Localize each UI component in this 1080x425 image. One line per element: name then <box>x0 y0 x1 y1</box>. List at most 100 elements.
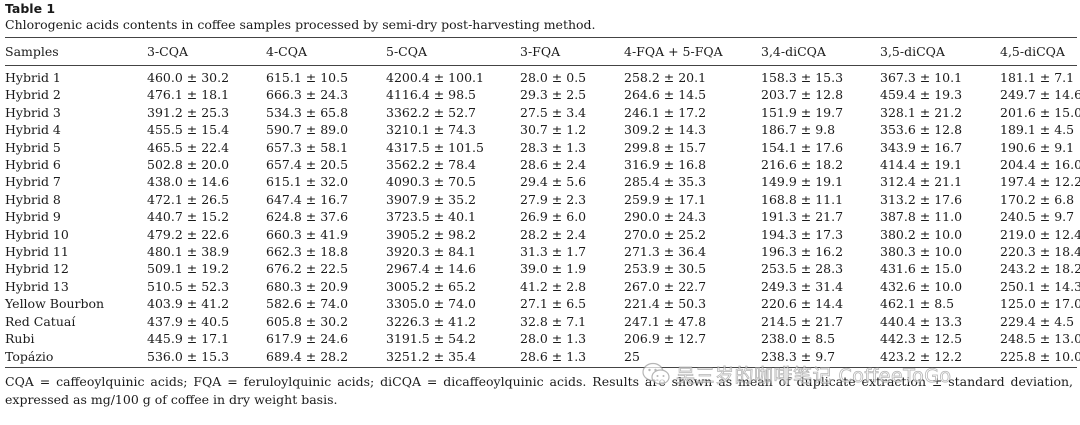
sample-name-cell: Red Catuaí <box>5 313 76 329</box>
value-cell: 28.3 ± 1.3 <box>520 139 587 155</box>
value-cell: 39.0 ± 1.9 <box>520 261 587 277</box>
value-cell: 438.0 ± 14.6 <box>147 174 230 190</box>
value-cell: 3905.2 ± 98.2 <box>386 226 476 242</box>
table-figure: Table 1 Chlorogenic acids contents in co… <box>5 0 1080 409</box>
table-row: Hybrid 12 509.1 ± 19.2 676.2 ± 22.5 2967.4 … <box>5 260 1080 277</box>
value-cell: 460.0 ± 30.2 <box>147 70 230 85</box>
value-cell: 285.4 ± 35.3 <box>624 174 707 190</box>
value-cell: 380.3 ± 10.0 <box>880 244 963 260</box>
value-cell: 312.4 ± 21.1 <box>880 174 963 190</box>
data-table: Samples 3-CQA 4-CQA 5-CQA 3-FQA 4-FQA + … <box>5 38 1080 367</box>
value-cell: 3305.0 ± 74.0 <box>386 296 476 312</box>
value-cell: 662.3 ± 18.8 <box>266 244 349 260</box>
table-row: Hybrid 2 476.1 ± 18.1 666.3 ± 24.3 4116.4 ±… <box>5 86 1080 103</box>
value-cell: 216.6 ± 18.2 <box>761 157 844 173</box>
value-cell: 201.6 ± 15.0 <box>1000 104 1080 120</box>
value-cell: 191.3 ± 21.7 <box>761 209 844 225</box>
table-footnote: CQA = caffeoylquinic acids; FQA = ferulo… <box>5 373 1073 407</box>
header-cell: 3,5-diCQA <box>880 44 945 59</box>
value-cell: 657.3 ± 58.1 <box>266 139 349 155</box>
sample-name-cell: Rubi <box>5 331 35 347</box>
table-row: Rubi 445.9 ± 17.1 617.9 ± 24.6 3191.5 ± 54.… <box>5 330 1080 347</box>
value-cell: 689.4 ± 28.2 <box>266 348 349 364</box>
value-cell: 476.1 ± 18.1 <box>147 87 230 103</box>
value-cell: 220.6 ± 14.4 <box>761 296 844 312</box>
value-cell: 196.3 ± 16.2 <box>761 244 844 260</box>
value-cell: 316.9 ± 16.8 <box>624 157 707 173</box>
value-cell: 403.9 ± 41.2 <box>147 296 230 312</box>
table-header: Samples 3-CQA 4-CQA 5-CQA 3-FQA 4-FQA + … <box>5 38 1077 66</box>
value-cell: 250.1 ± 14.3 <box>1000 278 1080 294</box>
table-row: Hybrid 9 440.7 ± 15.2 624.8 ± 37.6 3723.5 ±… <box>5 208 1077 225</box>
value-cell: 26.9 ± 6.0 <box>520 209 587 225</box>
value-cell: 249.3 ± 31.4 <box>761 278 844 294</box>
value-cell: 168.8 ± 11.1 <box>761 191 844 207</box>
value-cell: 149.9 ± 19.1 <box>761 174 844 190</box>
sample-name-cell: Hybrid 1 <box>5 70 61 85</box>
table-row: Hybrid 7 438.0 ± 14.6 615.1 ± 32.0 4090.3 ±… <box>5 173 1080 190</box>
value-cell: 353.6 ± 12.8 <box>880 122 963 138</box>
value-cell: 181.1 ± 7.1 <box>1000 70 1075 85</box>
value-cell: 270.0 ± 25.2 <box>624 226 707 242</box>
value-cell: 534.3 ± 65.8 <box>266 104 349 120</box>
value-cell: 30.7 ± 1.2 <box>520 122 587 138</box>
table-row: Hybrid 6 502.8 ± 20.0 657.4 ± 20.5 3562.2 ±… <box>5 156 1080 173</box>
value-cell: 194.3 ± 17.3 <box>761 226 844 242</box>
table-row: Topázio 536.0 ± 15.3 689.4 ± 28.2 3251.2 ± … <box>5 348 1080 367</box>
value-cell: 502.8 ± 20.0 <box>147 157 230 173</box>
value-cell: 247.1 ± 47.8 <box>624 313 707 329</box>
value-cell: 605.8 ± 30.2 <box>266 313 349 329</box>
value-cell: 41.2 ± 2.8 <box>520 278 587 294</box>
value-cell: 313.2 ± 17.6 <box>880 191 963 207</box>
header-cell: 4-CQA <box>266 44 308 59</box>
table-row: Hybrid 4 455.5 ± 15.4 590.7 ± 89.0 3210.1 ±… <box>5 121 1077 138</box>
value-cell: 657.4 ± 20.5 <box>266 157 349 173</box>
table-row: Hybrid 5 465.5 ± 22.4 657.3 ± 58.1 4317.5 ±… <box>5 139 1077 156</box>
value-cell: 238.3 ± 9.7 <box>761 348 836 364</box>
value-cell: 28.6 ± 2.4 <box>520 157 587 173</box>
sample-name-cell: Hybrid 12 <box>5 261 69 277</box>
value-cell: 343.9 ± 16.7 <box>880 139 963 155</box>
value-cell: 225.8 ± 10.0 <box>1000 348 1080 364</box>
value-cell: 190.6 ± 9.1 <box>1000 139 1075 155</box>
value-cell: 31.3 ± 1.7 <box>520 244 587 260</box>
value-cell: 290.0 ± 24.3 <box>624 209 707 225</box>
value-cell: 590.7 ± 89.0 <box>266 122 349 138</box>
sample-name-cell: Topázio <box>5 348 54 364</box>
header-cell: 3-FQA <box>520 44 561 59</box>
sample-name-cell: Hybrid 11 <box>5 244 69 260</box>
value-cell: 253.9 ± 30.5 <box>624 261 707 277</box>
value-cell: 3723.5 ± 40.1 <box>386 209 476 225</box>
value-cell: 465.5 ± 22.4 <box>147 139 230 155</box>
value-cell: 647.4 ± 16.7 <box>266 191 349 207</box>
header-cell: 3,4-diCQA <box>761 44 826 59</box>
value-cell: 4317.5 ± 101.5 <box>386 139 484 155</box>
value-cell: 299.8 ± 15.7 <box>624 139 707 155</box>
value-cell: 3191.5 ± 54.2 <box>386 331 476 347</box>
header-cell: 3-CQA <box>147 44 189 59</box>
value-cell: 221.4 ± 50.3 <box>624 296 707 312</box>
header-cell: 5-CQA <box>386 44 428 59</box>
value-cell: 582.6 ± 74.0 <box>266 296 349 312</box>
table-row: Hybrid 8 472.1 ± 26.5 647.4 ± 16.7 3907.9 ±… <box>5 191 1077 208</box>
value-cell: 240.5 ± 9.7 <box>1000 209 1075 225</box>
value-cell: 3362.2 ± 52.7 <box>386 104 476 120</box>
sample-name-cell: Hybrid 6 <box>5 157 61 173</box>
sample-name-cell: Hybrid 13 <box>5 278 69 294</box>
value-cell: 3562.2 ± 78.4 <box>386 157 476 173</box>
value-cell: 615.1 ± 10.5 <box>266 70 349 85</box>
sample-name-cell: Hybrid 5 <box>5 139 61 155</box>
header-cell: 4,5-diCQA <box>1000 44 1065 59</box>
value-cell: 455.5 ± 15.4 <box>147 122 230 138</box>
value-cell: 28.2 ± 2.4 <box>520 226 587 242</box>
table-body: Hybrid 1 460.0 ± 30.2 615.1 ± 10.5 4200.4 ±… <box>5 66 1080 367</box>
header-cell: 4-FQA + 5-FQA <box>624 44 723 59</box>
value-cell: 3920.3 ± 84.1 <box>386 244 476 260</box>
value-cell: 243.2 ± 18.2 <box>1000 261 1080 277</box>
value-cell: 445.9 ± 17.1 <box>147 331 230 347</box>
value-cell: 249.7 ± 14.6 <box>1000 87 1080 103</box>
sample-name-cell: Yellow Bourbon <box>5 296 105 312</box>
value-cell: 27.9 ± 2.3 <box>520 191 587 207</box>
value-cell: 431.6 ± 15.0 <box>880 261 963 277</box>
value-cell: 387.8 ± 11.0 <box>880 209 963 225</box>
